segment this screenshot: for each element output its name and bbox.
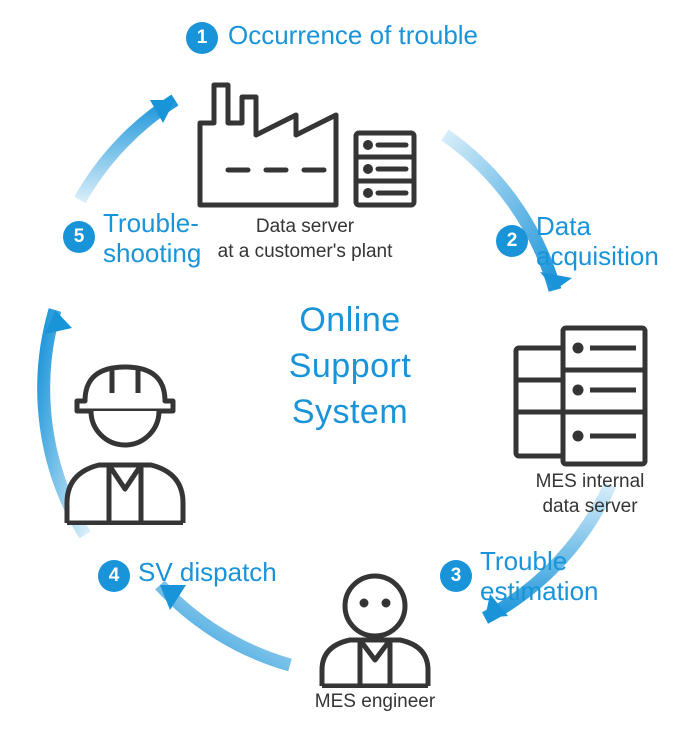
step-3-label: Trouble estimation [480,547,599,607]
engineer-icon [310,568,440,688]
mes-server-caption-1: MES internal [536,471,645,492]
mes-server-caption: MES internal data server [520,470,660,519]
factory-caption-2: at a customer's plant [218,241,393,262]
step-1-label: Occurrence of trouble [228,21,478,51]
step-2-label-1: Data [536,211,591,241]
factory-caption-1: Data server [256,216,354,237]
step-1-num: 1 [197,27,208,49]
step-5-num: 5 [74,226,85,248]
step-3-badge: 3 [440,560,472,592]
step-1-badge: 1 [186,22,218,54]
step-3-label-2: estimation [480,576,599,606]
step-5-label-1: Trouble- [103,208,199,238]
mes-server-caption-2: data server [542,496,637,517]
step-5-badge: 5 [63,221,95,253]
step-2-label-2: acquisition [536,241,659,271]
step-2-label: Data acquisition [536,212,659,272]
factory-server-icon [188,75,438,210]
step-5-label: Trouble- shooting [103,209,201,269]
step-4-badge: 4 [98,560,130,592]
step-3-num: 3 [451,565,462,587]
step-4-num: 4 [109,565,120,587]
engineer-caption: MES engineer [300,690,450,715]
sv-person-icon [55,355,195,525]
factory-caption: Data server at a customer's plant [205,215,405,264]
step-5-label-2: shooting [103,238,201,268]
step-2-badge: 2 [496,225,528,257]
arrow-5 [80,100,175,200]
arrow-3 [160,585,290,665]
step-4-label: SV dispatch [138,558,277,588]
step-3-label-1: Trouble [480,546,567,576]
step-2-num: 2 [507,230,518,252]
online-support-system-diagram: Online Support System [0,0,700,734]
mes-server-icon [508,320,658,470]
